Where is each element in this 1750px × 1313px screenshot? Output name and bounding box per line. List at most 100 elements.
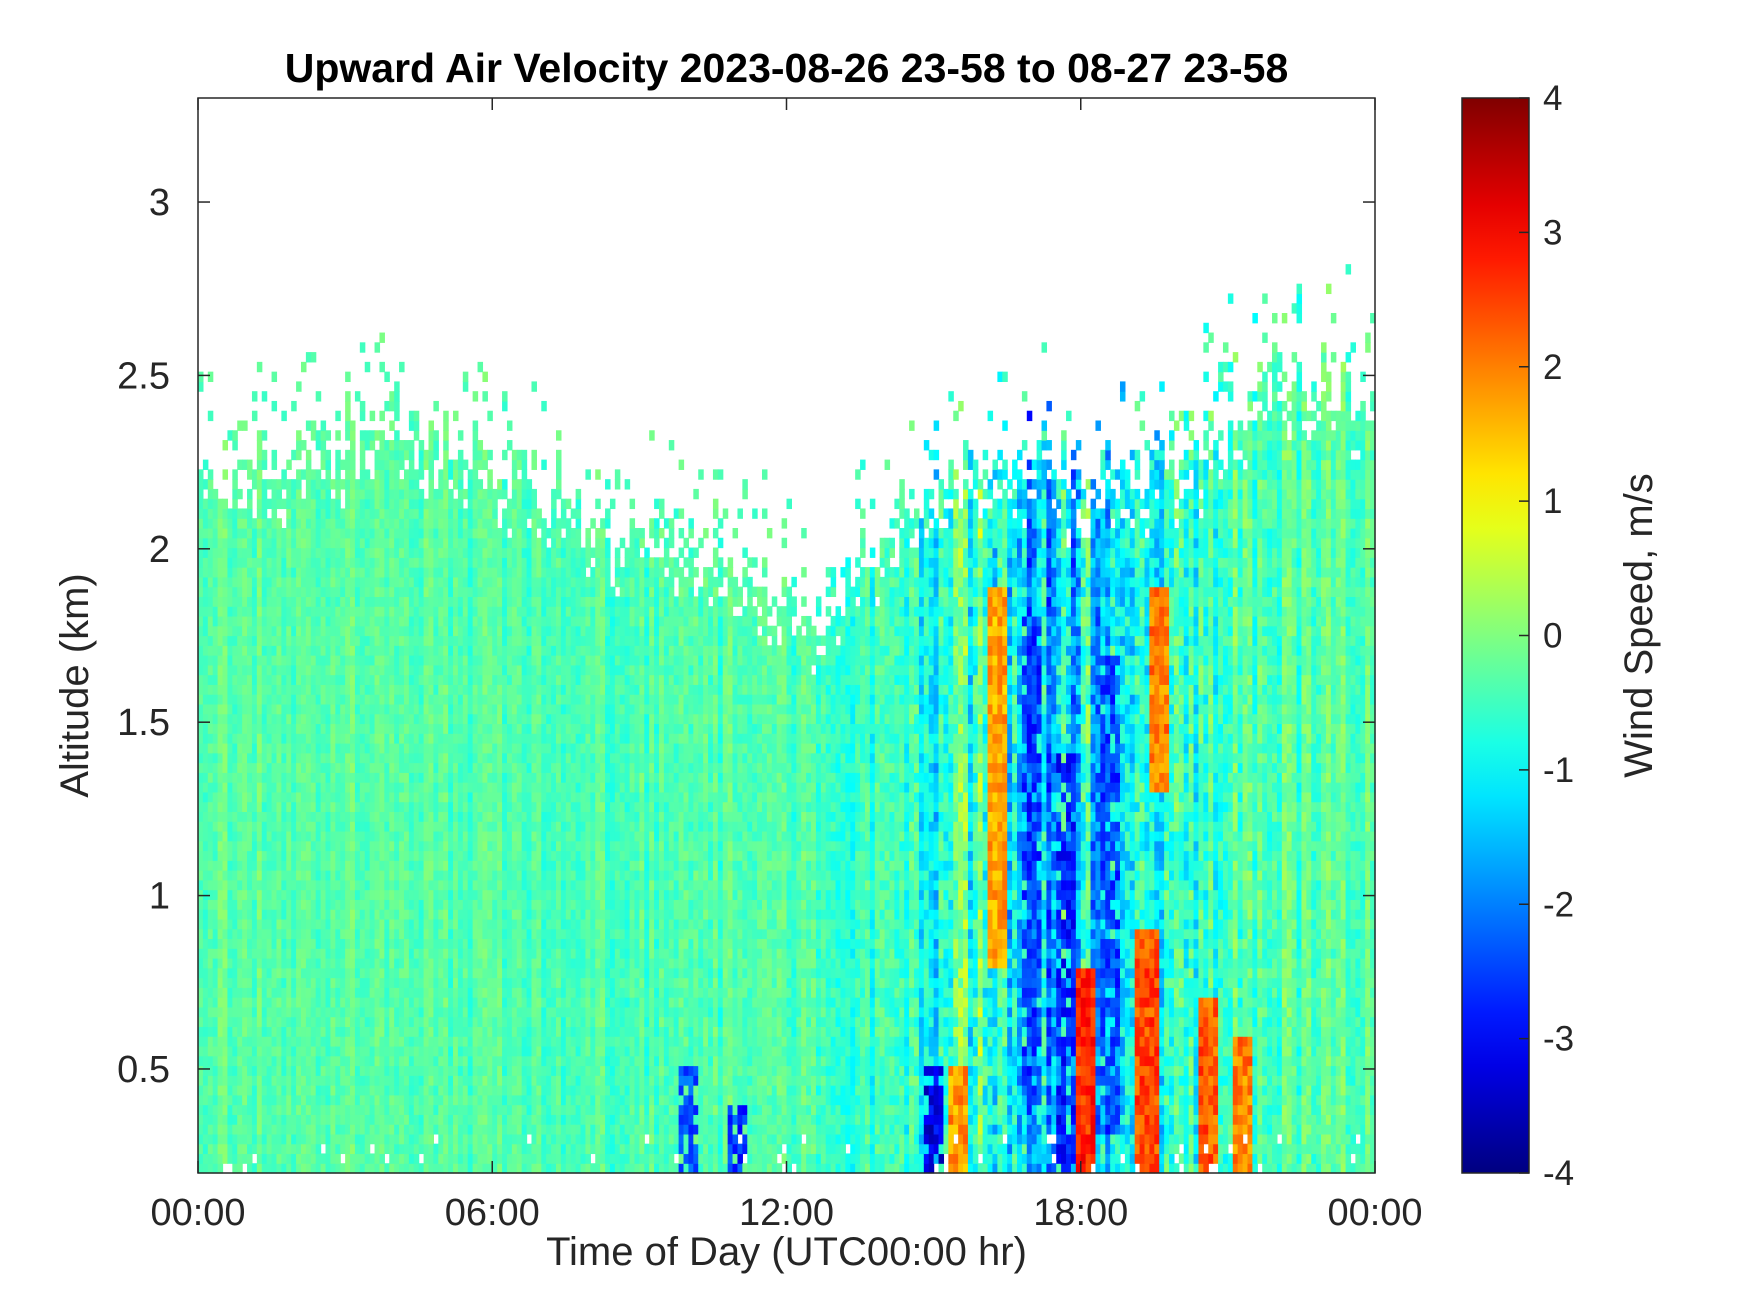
heatmap-cell <box>261 576 268 588</box>
heatmap-cell <box>521 528 528 539</box>
heatmap-cell <box>198 606 204 617</box>
heatmap-cell <box>320 645 327 656</box>
heatmap-cell <box>207 1143 214 1155</box>
heatmap-cell <box>462 850 469 861</box>
heatmap-cell <box>389 469 395 480</box>
heatmap-cell <box>202 586 209 598</box>
heatmap-cell <box>296 498 302 510</box>
heatmap-cell <box>364 694 371 705</box>
heatmap-cell <box>516 703 523 715</box>
heatmap-cell <box>453 664 459 676</box>
heatmap-cell <box>403 615 410 627</box>
heatmap-cell <box>369 967 376 979</box>
heatmap-cell <box>399 987 405 998</box>
heatmap-cell <box>374 469 381 480</box>
heatmap-cell <box>477 733 484 744</box>
heatmap-cell <box>389 518 395 529</box>
heatmap-cell <box>502 537 508 549</box>
heatmap-cell <box>418 840 425 852</box>
heatmap-cell <box>443 479 449 490</box>
heatmap-cell <box>305 1143 312 1155</box>
heatmap-cell <box>389 420 395 431</box>
heatmap-cell <box>443 469 449 480</box>
heatmap-cell <box>286 743 292 754</box>
heatmap-cell <box>389 459 395 470</box>
heatmap-cell <box>345 1163 351 1174</box>
heatmap-cell <box>364 723 371 734</box>
heatmap-cell <box>310 1026 317 1037</box>
heatmap-cell <box>242 918 248 930</box>
heatmap-cell <box>497 801 503 813</box>
heatmap-cell <box>247 811 253 822</box>
heatmap-cell <box>413 576 420 588</box>
heatmap-cell <box>423 596 430 607</box>
heatmap-cell <box>261 1036 268 1047</box>
heatmap-cell <box>300 528 307 539</box>
heatmap-cell <box>418 488 425 500</box>
heatmap-cell <box>315 1065 322 1076</box>
heatmap-cell <box>399 713 405 725</box>
heatmap-cell <box>413 645 420 656</box>
heatmap-cell <box>261 1104 268 1115</box>
heatmap-cell <box>350 606 356 617</box>
heatmap-cell <box>276 479 282 490</box>
heatmap-cell <box>487 918 493 930</box>
heatmap-cell <box>506 782 513 793</box>
heatmap-cell <box>438 547 444 558</box>
heatmap-cell <box>438 645 444 656</box>
heatmap-cell <box>472 1114 479 1125</box>
heatmap-cell <box>340 850 346 861</box>
heatmap-cell <box>227 791 233 803</box>
heatmap-cell <box>251 703 258 715</box>
heatmap-cell <box>242 1036 248 1047</box>
heatmap-cell <box>394 615 400 627</box>
heatmap-cell <box>350 860 356 871</box>
heatmap-cell <box>261 713 268 725</box>
heatmap-cell <box>394 762 400 773</box>
heatmap-cell <box>198 1094 204 1106</box>
heatmap-cell <box>305 479 312 490</box>
heatmap-cell <box>305 635 312 646</box>
heatmap-cell <box>433 860 439 871</box>
heatmap-cell <box>359 1045 366 1057</box>
heatmap-cell <box>237 1045 243 1057</box>
heatmap-cell <box>453 870 459 881</box>
heatmap-cell <box>369 1055 376 1067</box>
heatmap-cell <box>237 567 243 578</box>
heatmap-cell <box>384 615 390 627</box>
heatmap-cell <box>467 889 474 900</box>
heatmap-cell <box>423 948 430 959</box>
heatmap-cell <box>300 733 307 744</box>
heatmap-cell <box>256 821 263 832</box>
heatmap-cell <box>276 1114 282 1125</box>
heatmap-cell <box>467 1104 474 1115</box>
heatmap-cell <box>325 567 332 578</box>
heatmap-cell <box>300 918 307 930</box>
heatmap-cell <box>369 1016 376 1028</box>
heatmap-cell <box>315 430 322 441</box>
heatmap-cell <box>516 586 523 598</box>
heatmap-cell <box>271 967 278 979</box>
heatmap-cell <box>438 811 444 822</box>
heatmap-cell <box>350 782 356 793</box>
heatmap-cell <box>472 772 479 783</box>
heatmap-cell <box>457 1143 464 1155</box>
heatmap-cell <box>227 987 233 998</box>
heatmap-cell <box>502 508 508 519</box>
heatmap-cell <box>266 743 273 754</box>
heatmap-cell <box>291 1133 297 1145</box>
heatmap-cell <box>428 791 434 803</box>
heatmap-cell <box>399 557 405 568</box>
heatmap-cell <box>423 918 430 930</box>
heatmap-cell <box>227 674 233 685</box>
heatmap-cell <box>354 674 361 685</box>
heatmap-cell <box>413 830 420 842</box>
heatmap-cell <box>271 958 278 969</box>
heatmap-cell <box>217 791 224 803</box>
heatmap-cell <box>266 684 273 695</box>
heatmap-cell <box>286 1143 292 1155</box>
heatmap-cell <box>251 889 258 900</box>
heatmap-cell <box>266 879 273 891</box>
heatmap-cell <box>350 889 356 900</box>
heatmap-cell <box>394 381 400 392</box>
